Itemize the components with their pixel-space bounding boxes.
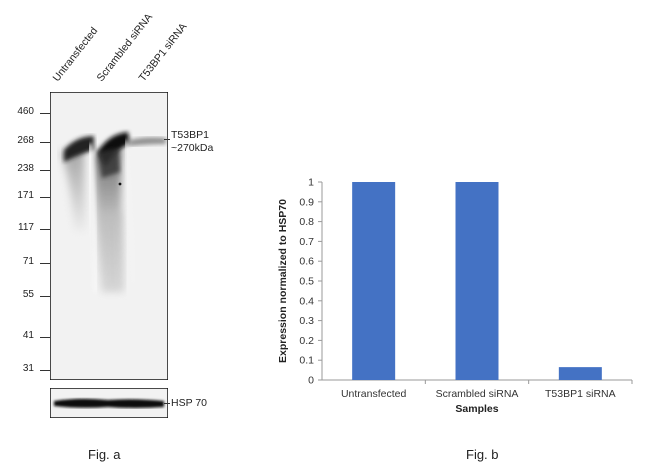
x-tick-label: Scrambled siRNA [436,388,519,400]
y-tick-label: 1 [308,177,314,189]
marker-tick [40,370,50,371]
y-tick-label: 0.5 [299,276,314,288]
figure-b-caption: Fig. b [466,447,499,462]
marker-tick [40,337,50,338]
bar [558,367,602,380]
x-axis-title: Samples [455,403,498,415]
marker-tick [40,170,50,171]
marker-tick [40,263,50,264]
loading-label: HSP 70 [171,397,207,409]
y-tick-label: 0.9 [299,196,314,208]
y-tick-label: 0.4 [299,295,314,307]
y-tick-label: 0.8 [299,216,314,228]
band-pointer [164,139,170,140]
marker-71: 71 [22,256,34,267]
marker-tick [40,197,50,198]
marker-117: 117 [18,222,34,233]
marker-tick [40,142,50,143]
x-tick-label: T53BP1 siRNA [545,388,616,400]
figure-a-caption: Fig. a [88,447,121,462]
marker-268: 268 [17,135,34,146]
y-axis-title: Expression normalized to HSP70 [277,199,289,363]
lane-label-untransfected: Untransfected [50,25,101,84]
y-tick-label: 0 [308,375,314,387]
bar [352,182,396,380]
marker-238: 238 [17,163,34,174]
marker-41: 41 [22,330,34,341]
marker-tick [40,113,50,114]
marker-tick [40,229,50,230]
marker-55: 55 [22,289,34,300]
y-tick-label: 0.6 [299,256,314,268]
bar-chart: 0 0.1 0.2 0.3 0.4 0.5 0.6 0.7 0.8 0.9 1 Untransfect… [277,177,633,415]
y-tick-label: 0.2 [299,335,314,347]
bar [455,182,499,380]
marker-31: 31 [22,363,34,374]
marker-460: 460 [17,106,34,117]
marker-tick [40,296,50,297]
loading-pointer [164,403,170,404]
marker-171: 171 [17,190,34,201]
x-tick-label: Untransfected [341,388,407,400]
y-tick-label: 0.7 [299,236,314,248]
loading-control-blot [50,388,168,418]
band-label: T53BP1 [171,129,209,141]
y-tick-label: 0.3 [299,315,314,327]
y-tick-label: 0.1 [299,355,314,367]
blot-image [50,92,168,380]
band-size-label: ~270kDa [171,142,214,154]
